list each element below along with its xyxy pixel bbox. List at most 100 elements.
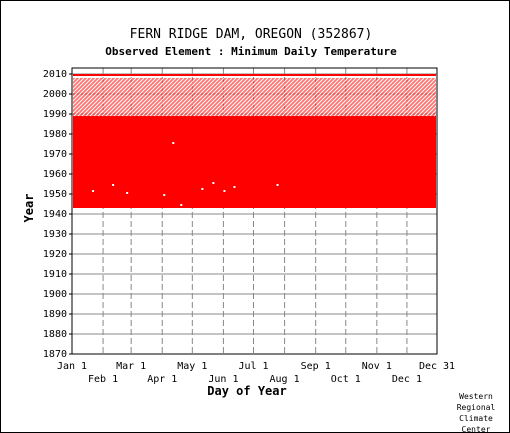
- data-gap-stroke: [309, 77, 349, 117]
- chart-title: FERN RIDGE DAM, OREGON (352867): [130, 27, 373, 42]
- x-tick-label: Jun 1: [208, 374, 238, 385]
- data-gap-stroke: [225, 77, 265, 117]
- data-gap-stroke: [345, 77, 385, 117]
- x-tick-label: Mar 1: [116, 361, 146, 372]
- y-tick-label: 1870: [43, 349, 67, 360]
- data-gap-stroke: [401, 77, 441, 117]
- y-tick-label: 2010: [43, 69, 67, 80]
- data-gap-stroke: [73, 77, 113, 117]
- x-tick-label: Sep 1: [301, 361, 331, 372]
- data-gap-stroke: [57, 77, 97, 117]
- credit-line-1: Western: [459, 392, 493, 401]
- data-gap-stroke: [181, 77, 221, 117]
- data-gap-stroke: [125, 77, 165, 117]
- data-gap-stroke: [165, 77, 205, 117]
- credit-line-2: Regional: [457, 403, 496, 412]
- data-gap-stroke: [361, 77, 401, 117]
- x-tick-label: Feb 1: [88, 374, 118, 385]
- y-tick-label: 1990: [43, 109, 67, 120]
- data-gap-stroke: [337, 77, 377, 117]
- x-tick-label: May 1: [177, 361, 207, 372]
- data-gap-stroke: [113, 77, 153, 117]
- x-tick-label: Nov 1: [362, 361, 392, 372]
- data-gap-stroke: [61, 77, 101, 117]
- chart-subtitle: Observed Element : Minimum Daily Tempera…: [105, 45, 397, 58]
- credit-line-3: Climate: [459, 414, 493, 423]
- data-gap-stroke: [53, 77, 93, 117]
- data-gap-stroke: [105, 77, 145, 117]
- missing-day-speck: [112, 184, 115, 186]
- data-gap-stroke: [245, 77, 285, 117]
- data-gap-stroke: [141, 77, 181, 117]
- data-gap-stroke: [373, 77, 413, 117]
- data-gap-stroke: [253, 77, 293, 117]
- data-gap-stroke: [249, 77, 289, 117]
- data-gap-stroke: [381, 77, 421, 117]
- y-tick-label: 1890: [43, 309, 67, 320]
- y-tick-label: 1930: [43, 229, 67, 240]
- data-gap-stroke: [117, 77, 157, 117]
- data-gap-stroke: [385, 77, 425, 117]
- data-gap-stroke: [365, 77, 405, 117]
- data-gap-stroke: [37, 77, 77, 117]
- data-gap-stroke: [97, 77, 137, 117]
- x-tick-label: Jan 1: [57, 361, 87, 372]
- data-gap-stroke: [229, 77, 269, 117]
- data-gap-stroke: [109, 77, 149, 117]
- y-tick-label: 1980: [43, 129, 67, 140]
- data-gap-stroke: [217, 77, 257, 117]
- data-gap-stroke: [189, 77, 229, 117]
- data-gap-stroke: [285, 77, 325, 117]
- data-gap-stroke: [77, 77, 117, 117]
- data-coverage-block: [73, 74, 436, 76]
- data-gap-stroke: [93, 77, 133, 117]
- y-tick-label: 1920: [43, 249, 67, 260]
- y-tick-label: 1950: [43, 189, 67, 200]
- y-tick-label: 1900: [43, 289, 67, 300]
- data-gap-stroke: [353, 77, 393, 117]
- data-gap-stroke: [89, 77, 129, 117]
- data-gap-stroke: [273, 77, 313, 117]
- data-gap-stroke: [413, 77, 453, 117]
- data-gap-stroke: [277, 77, 317, 117]
- missing-day-speck: [92, 190, 95, 192]
- data-gap-stroke: [121, 77, 161, 117]
- data-gap-stroke: [293, 77, 333, 117]
- data-gap-stroke: [133, 77, 173, 117]
- data-gap-stroke: [317, 77, 357, 117]
- data-gap-stroke: [221, 77, 261, 117]
- y-tick-label: 2000: [43, 89, 67, 100]
- y-tick-label: 1910: [43, 269, 67, 280]
- data-gap-stroke: [305, 77, 345, 117]
- x-tick-label: Apr 1: [147, 374, 177, 385]
- data-gap-stroke: [81, 77, 121, 117]
- credit-block: Western Regional Climate Center: [457, 392, 496, 433]
- credit-line-4: Center: [462, 425, 491, 433]
- data-gap-stroke: [157, 77, 197, 117]
- data-gap-stroke: [137, 77, 177, 117]
- x-axis-label: Day of Year: [207, 384, 286, 398]
- data-gap-stroke: [205, 77, 245, 117]
- x-tick-label: Aug 1: [270, 374, 300, 385]
- data-gap-stroke: [129, 77, 169, 117]
- plot-border: [71, 67, 438, 355]
- data-gap-stroke: [33, 77, 73, 117]
- data-gap-stroke: [377, 77, 417, 117]
- data-gap-stroke: [289, 77, 329, 117]
- data-gap-stroke: [69, 77, 109, 117]
- data-gap-stroke: [197, 77, 237, 117]
- data-gap-stroke: [85, 77, 125, 117]
- missing-day-speck: [212, 182, 215, 184]
- data-gap-stroke: [201, 77, 241, 117]
- data-gap-stroke: [429, 77, 469, 117]
- data-gap-stroke: [237, 77, 277, 117]
- data-gap-stroke: [153, 77, 193, 117]
- data-gap-stroke: [329, 77, 369, 117]
- data-gap-stroke: [341, 77, 381, 117]
- missing-day-speck: [172, 142, 175, 144]
- data-gap-stroke: [433, 77, 473, 117]
- data-gap-stroke: [301, 77, 341, 117]
- data-gap-stroke: [233, 77, 273, 117]
- missing-day-speck: [223, 190, 226, 192]
- data-gap-stroke: [101, 77, 141, 117]
